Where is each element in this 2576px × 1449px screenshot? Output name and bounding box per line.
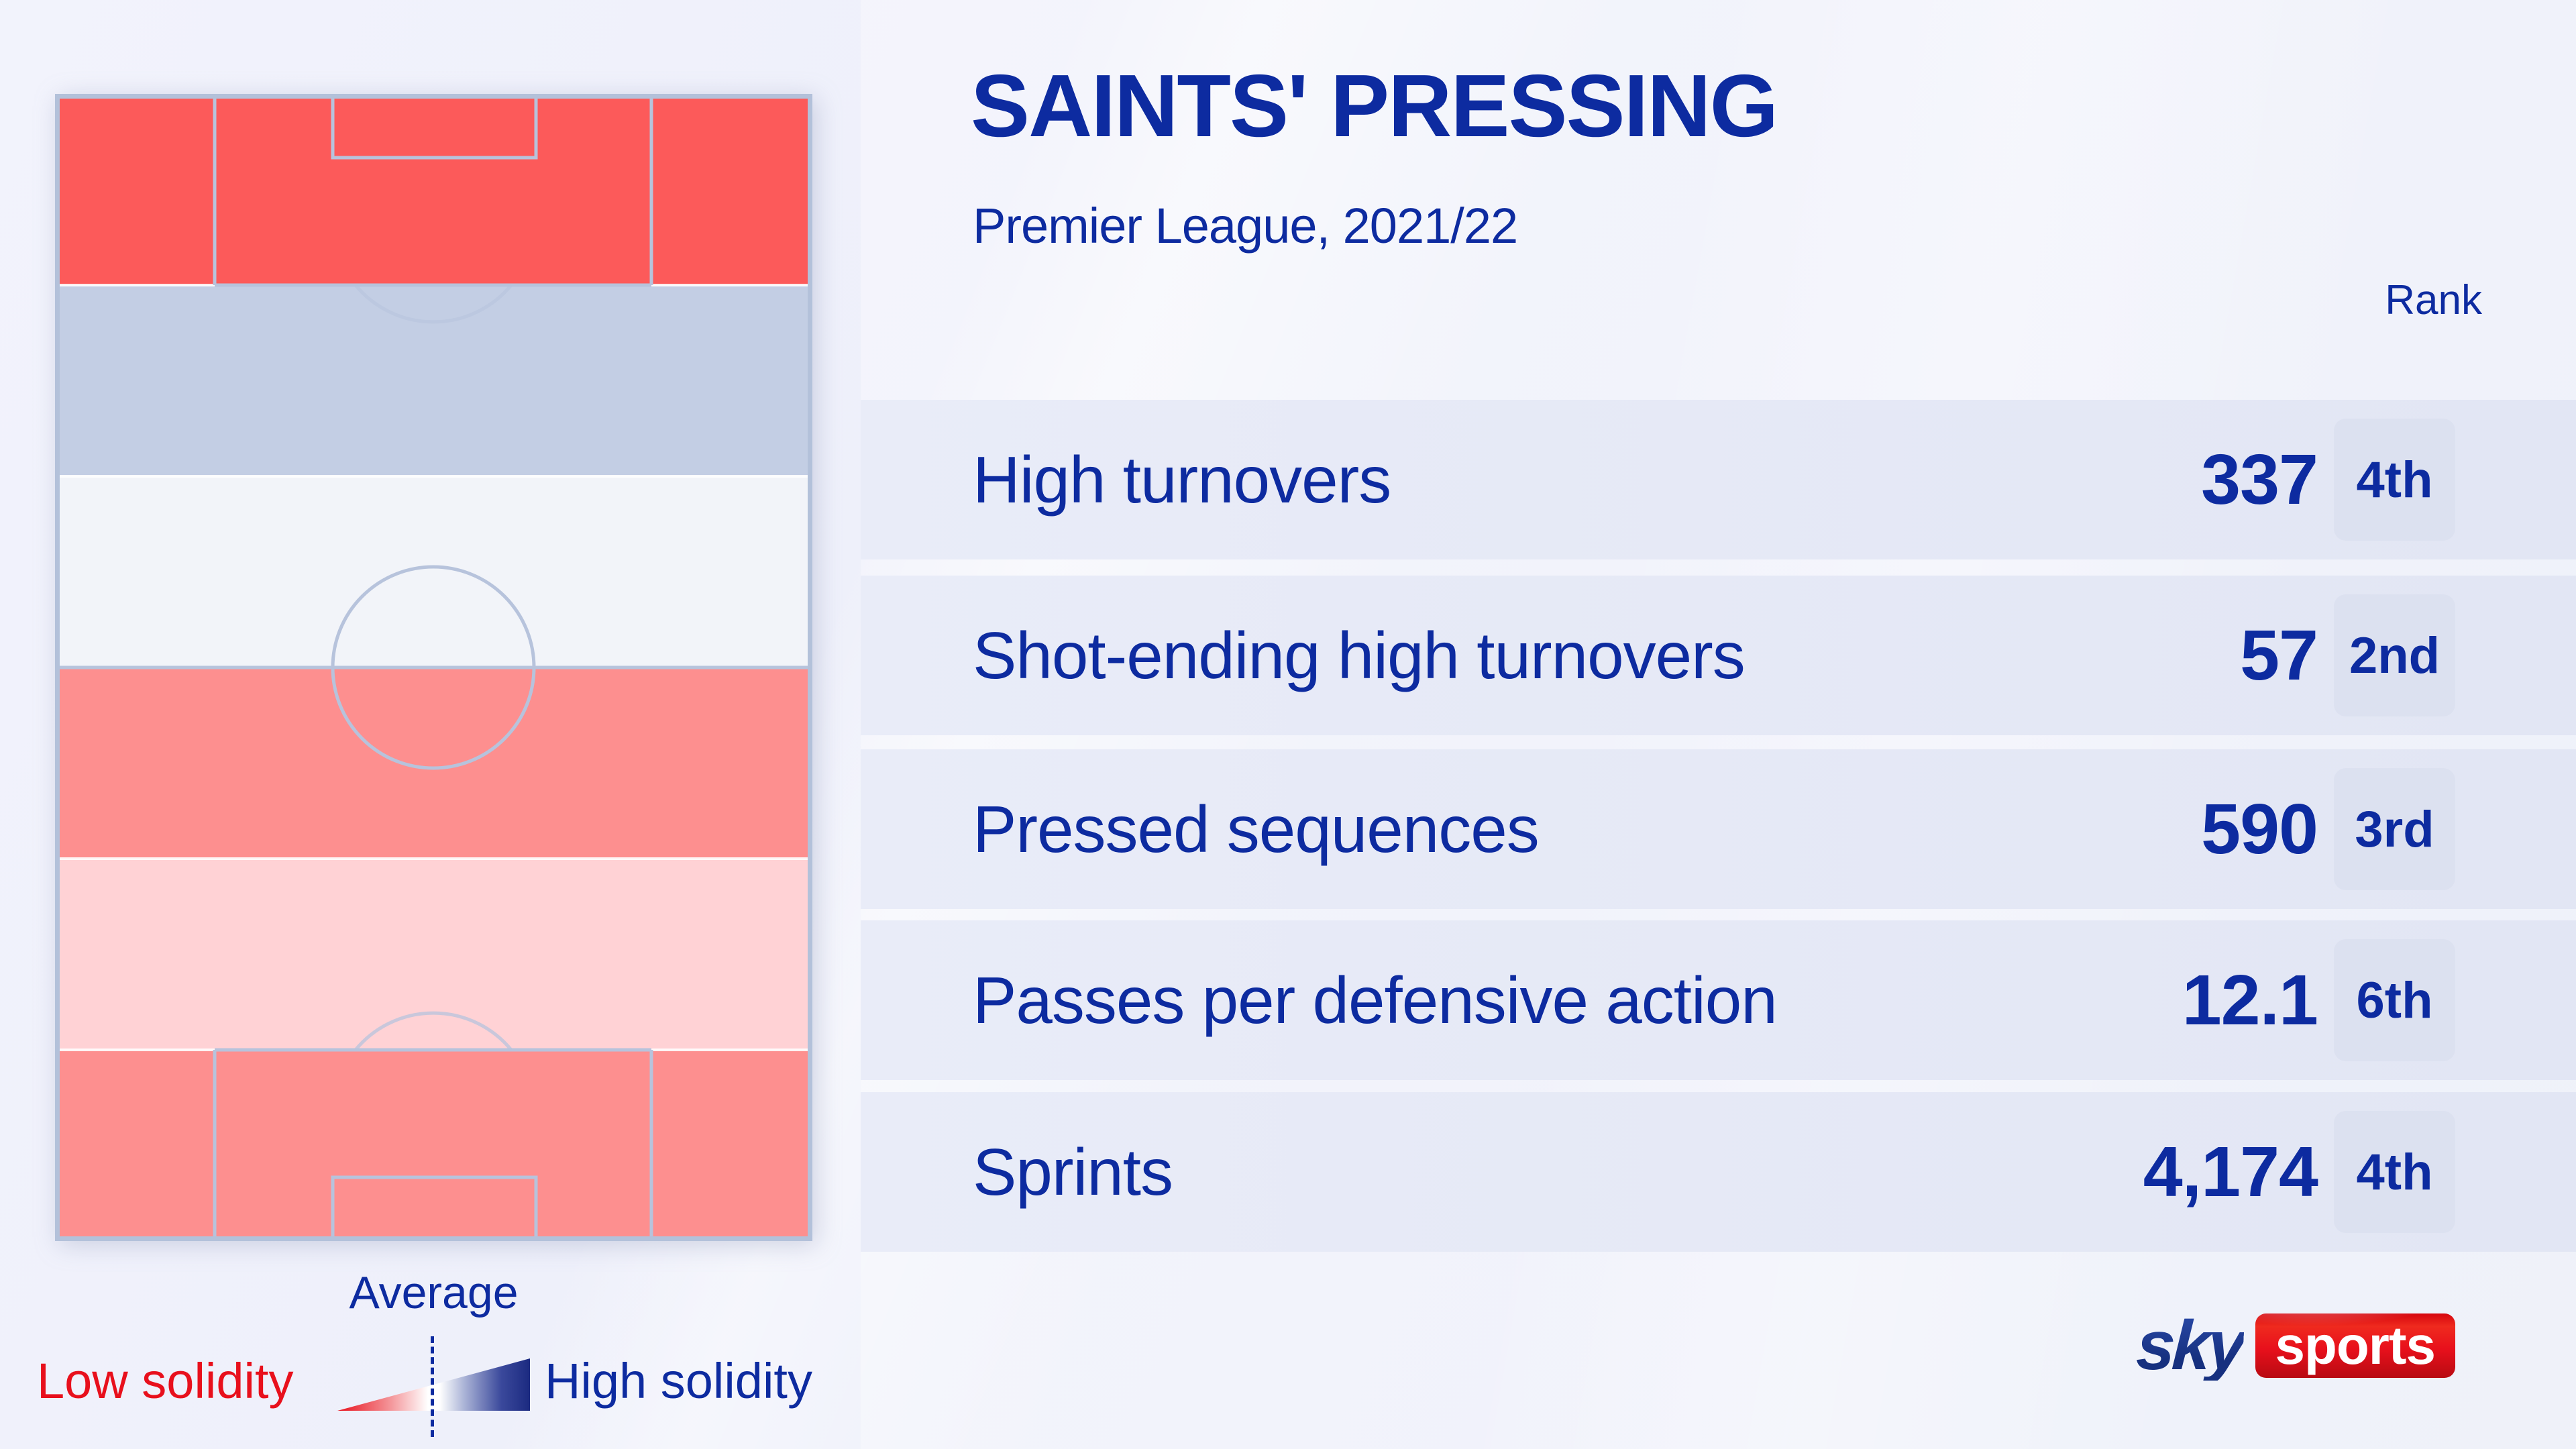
pitch-heatmap (55, 94, 812, 1241)
stat-label: Passes per defensive action (973, 963, 1778, 1037)
pitch-svg (55, 94, 812, 1241)
stat-label: Shot-ending high turnovers (973, 618, 1746, 692)
pitch-zone-5 (58, 859, 809, 1050)
legend-high-label: High solidity (545, 1353, 812, 1409)
bottom-six-yard-box (331, 1175, 538, 1238)
pitch-zone-6 (58, 1050, 809, 1238)
stat-label: Pressed sequences (973, 792, 1540, 866)
top-six-yard-box (331, 97, 538, 160)
table-row: Sprints 4,174 4th (861, 1092, 2576, 1252)
legend-low-label: Low solidity (37, 1353, 294, 1409)
stat-value: 590 (2201, 789, 2318, 869)
stat-value: 4,174 (2143, 1132, 2318, 1212)
sports-logo-box: sports (2255, 1313, 2456, 1378)
sky-logo-text: sky (2134, 1307, 2245, 1385)
sky-sports-logo: sky sports (2134, 1307, 2456, 1385)
pitch-zone-4 (58, 667, 809, 859)
rank-badge: 3rd (2334, 768, 2455, 890)
top-penalty-arc (354, 284, 513, 324)
table-row: Shot-ending high turnovers 57 2nd (861, 576, 2576, 735)
legend-average-label: Average (349, 1267, 519, 1318)
stat-value: 337 (2201, 439, 2318, 519)
pitch-border (55, 94, 812, 1241)
rank-column-header: Rank (2385, 277, 2482, 323)
bottom-penalty-box (213, 1048, 653, 1238)
top-penalty-box (213, 97, 653, 287)
page-title: SAINTS' PRESSING (971, 56, 1778, 155)
rank-badge: 6th (2334, 939, 2455, 1061)
pitch-zone-2 (58, 285, 809, 476)
rank-badge: 2nd (2334, 594, 2455, 716)
center-circle (331, 565, 536, 770)
stat-value: 57 (2240, 615, 2318, 695)
table-row: High turnovers 337 4th (861, 400, 2576, 559)
stat-label: High turnovers (973, 442, 1391, 517)
pitch-zone-1 (58, 97, 809, 285)
page-subtitle: Premier League, 2021/22 (973, 198, 1518, 254)
pitch-zone-3 (58, 476, 809, 667)
pitch-zone-bands (58, 97, 809, 1238)
table-row: Passes per defensive action 12.1 6th (861, 920, 2576, 1080)
sports-logo-text: sports (2275, 1316, 2436, 1375)
table-row: Pressed sequences 590 3rd (861, 749, 2576, 909)
bottom-penalty-arc (354, 1011, 513, 1051)
legend-average-dashed-line (431, 1336, 434, 1437)
rank-badge: 4th (2334, 419, 2455, 541)
stat-label: Sprints (973, 1134, 1173, 1209)
rank-badge: 4th (2334, 1111, 2455, 1233)
stat-value: 12.1 (2182, 960, 2318, 1040)
pitch-markings (60, 97, 808, 1238)
